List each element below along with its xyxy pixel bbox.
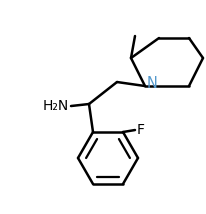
Text: H₂N: H₂N	[43, 99, 69, 113]
Text: F: F	[137, 123, 145, 137]
Text: N: N	[147, 76, 158, 91]
